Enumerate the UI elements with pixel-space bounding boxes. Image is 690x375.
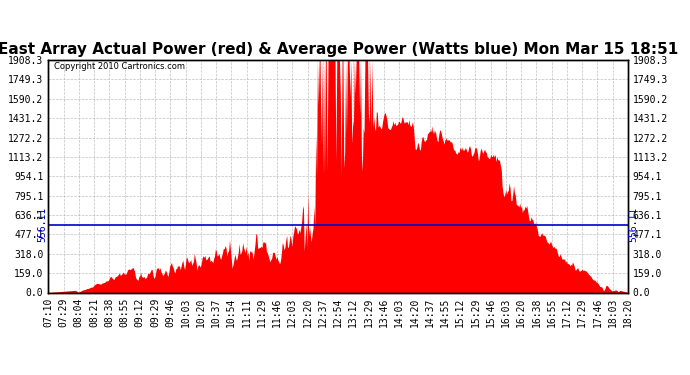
Title: East Array Actual Power (red) & Average Power (Watts blue) Mon Mar 15 18:51: East Array Actual Power (red) & Average … bbox=[0, 42, 678, 57]
Text: 556.11: 556.11 bbox=[629, 207, 638, 242]
Text: Copyright 2010 Cartronics.com: Copyright 2010 Cartronics.com bbox=[54, 62, 185, 71]
Text: 556.11: 556.11 bbox=[38, 207, 48, 242]
